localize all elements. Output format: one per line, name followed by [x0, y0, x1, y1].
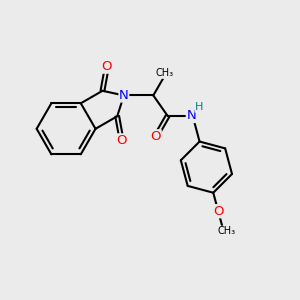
- Text: O: O: [151, 130, 161, 143]
- Text: O: O: [102, 60, 112, 73]
- Text: N: N: [186, 110, 196, 122]
- Text: O: O: [213, 205, 224, 218]
- Text: N: N: [119, 89, 129, 102]
- Text: CH₃: CH₃: [155, 68, 173, 78]
- Text: CH₃: CH₃: [218, 226, 236, 236]
- Text: H: H: [195, 102, 203, 112]
- Text: O: O: [116, 134, 127, 147]
